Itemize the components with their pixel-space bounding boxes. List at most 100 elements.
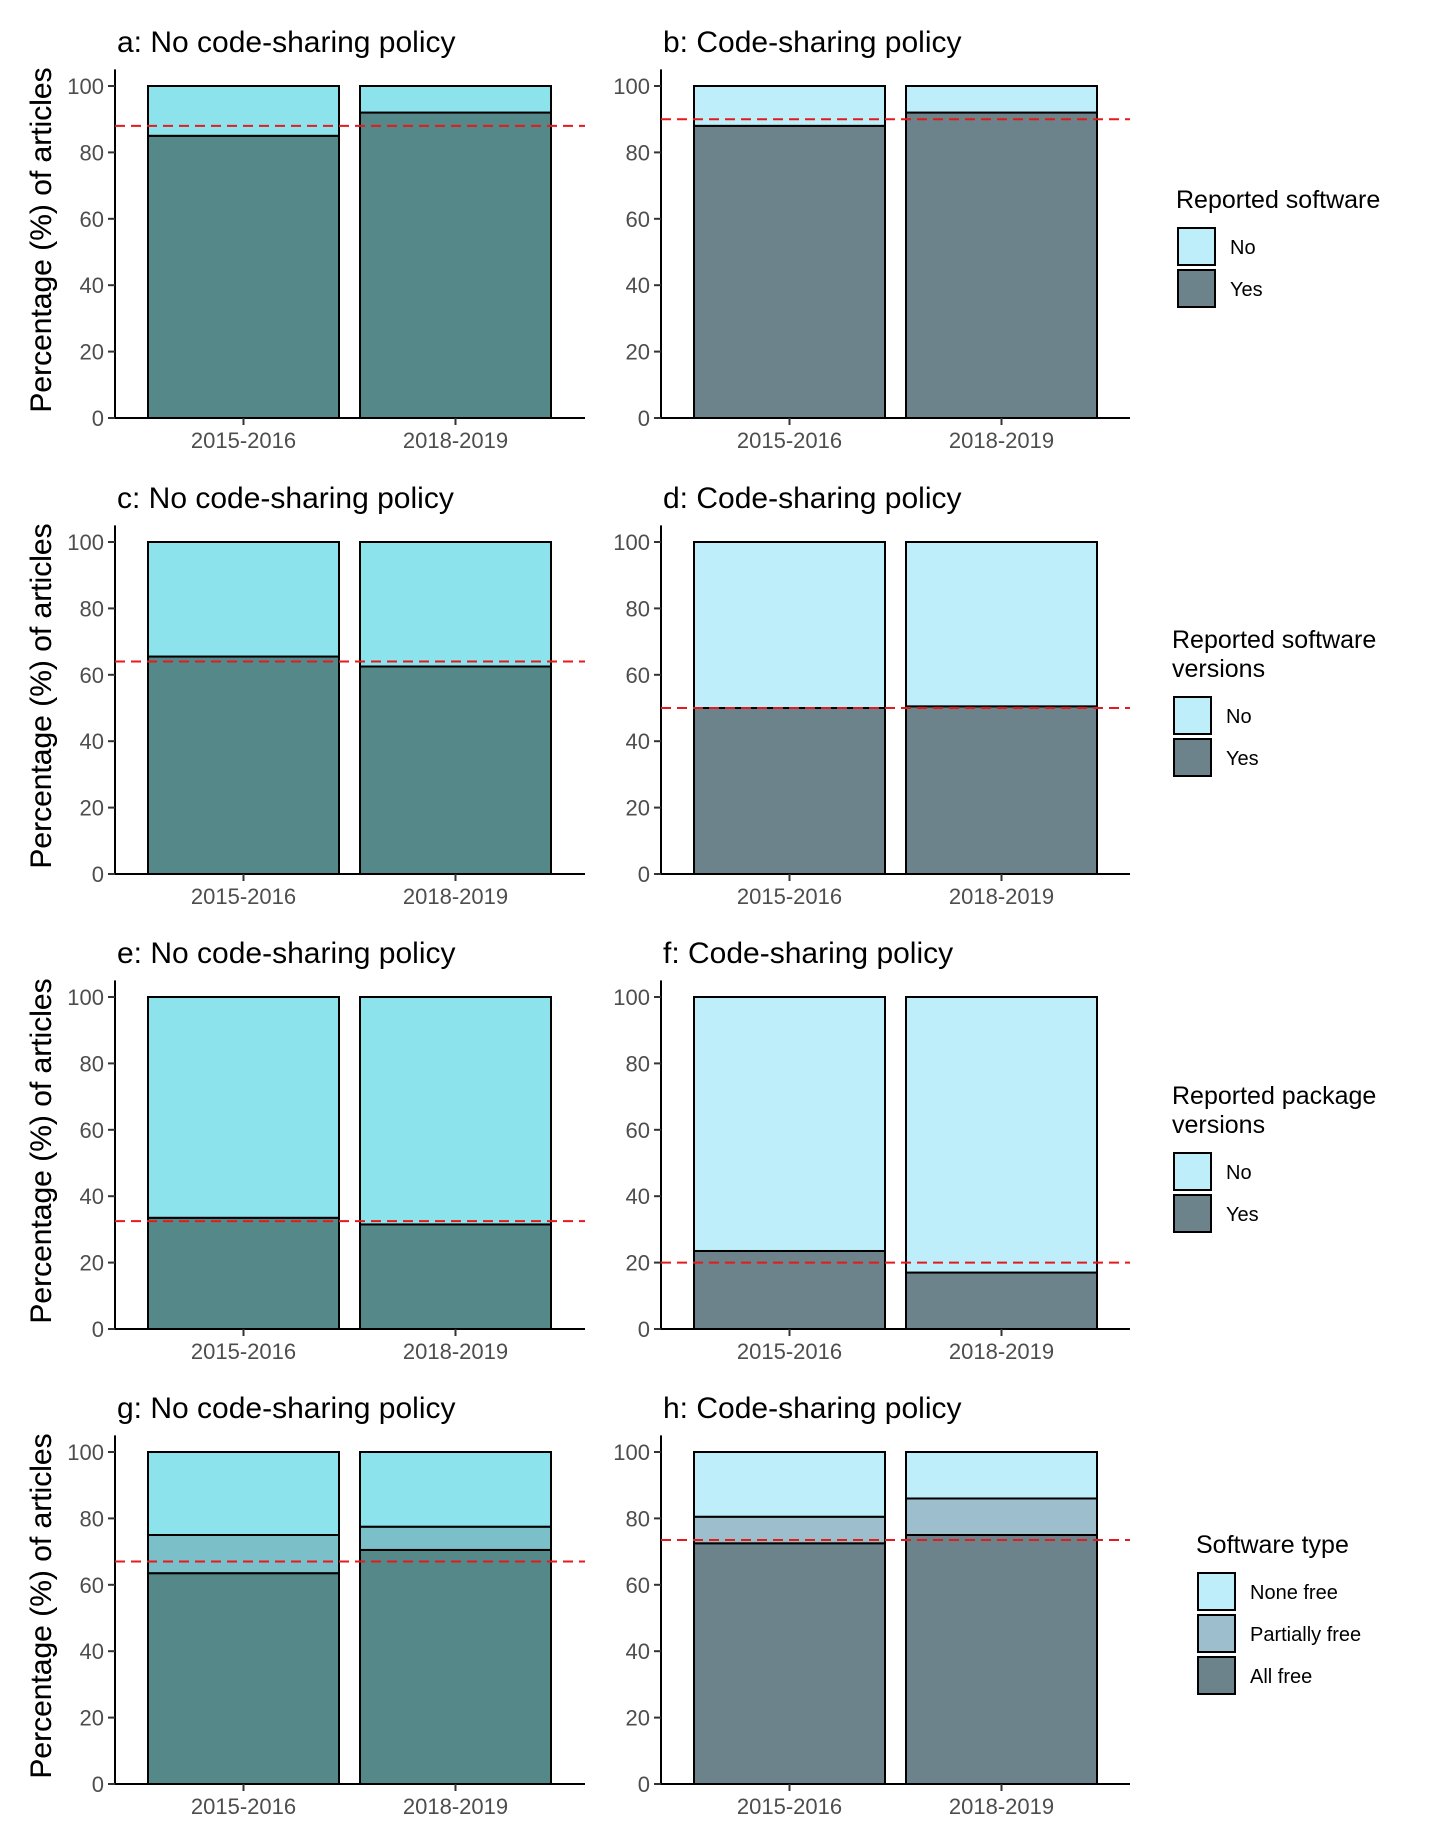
bar-segment-no-2018-2019 <box>359 85 552 114</box>
legend-title: versions <box>1172 1111 1265 1139</box>
panel-title: d: Code-sharing policy <box>663 482 962 515</box>
y-axis-label: Percentage (%) of articles <box>25 1433 58 1778</box>
y-tick-label: 0 <box>92 862 104 887</box>
bar-segment-no-2015-2016 <box>147 541 340 658</box>
y-tick-label: 20 <box>626 1251 650 1276</box>
panel-h: h: Code-sharing policy Percentage (%) of … <box>25 1392 1130 1819</box>
legend-label: Yes <box>1226 1204 1259 1226</box>
y-tick-label: 60 <box>626 1118 650 1143</box>
bar-segment-none-free-2018-2019 <box>359 1451 552 1528</box>
legend-title: Software type <box>1196 1531 1349 1559</box>
x-tick-label: 2015-2016 <box>737 1339 842 1364</box>
legend-4: Software type None free Partially free All … <box>1196 1531 1361 1695</box>
bar-segment-all-free-2015-2016 <box>693 1542 886 1786</box>
x-tick-label: 2018-2019 <box>403 428 508 453</box>
panel-d: d: Code-sharing policy Percentage (%) of … <box>25 482 1130 909</box>
x-tick-label: 2018-2019 <box>949 884 1054 909</box>
legend-key <box>1173 696 1212 735</box>
y-tick-label: 0 <box>638 406 650 431</box>
y-tick-label: 60 <box>80 207 104 232</box>
y-tick-label: 20 <box>80 340 104 365</box>
panel-a: a: No code-sharing policy Percentage (%) … <box>25 26 585 453</box>
y-tick-label: 60 <box>80 1573 104 1598</box>
bar-segment-yes-2015-2016 <box>693 707 886 875</box>
bar-segment-none-free-2015-2016 <box>693 1451 886 1518</box>
y-tick-label: 20 <box>626 1706 650 1731</box>
y-tick-label: 40 <box>80 1639 104 1664</box>
y-tick-label: 80 <box>626 596 650 621</box>
x-tick-label: 2015-2016 <box>737 884 842 909</box>
bar-segment-no-2015-2016 <box>693 996 886 1252</box>
y-tick-label: 20 <box>626 340 650 365</box>
y-tick-label: 60 <box>626 663 650 688</box>
y-tick-label: 40 <box>626 273 650 298</box>
bar-segment-partially-free-2018-2019 <box>359 1525 552 1551</box>
legend-label: No <box>1226 706 1252 728</box>
x-tick-label: 2018-2019 <box>949 1339 1054 1364</box>
bar-segment-no-2015-2016 <box>147 85 340 137</box>
y-tick-label: 60 <box>626 1573 650 1598</box>
x-tick-label: 2018-2019 <box>949 428 1054 453</box>
y-tick-label: 0 <box>638 862 650 887</box>
y-tick-label: 100 <box>67 985 104 1010</box>
panel-title: e: No code-sharing policy <box>117 937 456 970</box>
legend-key <box>1177 227 1216 266</box>
y-tick-label: 40 <box>626 1639 650 1664</box>
bar-segment-yes-2015-2016 <box>147 655 340 875</box>
y-tick-label: 60 <box>80 663 104 688</box>
y-tick-label: 100 <box>613 74 650 99</box>
y-axis-label: Percentage (%) of articles <box>25 523 58 868</box>
bar-segment-yes-2018-2019 <box>905 705 1098 876</box>
panel-title: c: No code-sharing policy <box>117 482 454 515</box>
y-axis-label: Percentage (%) of articles <box>25 67 58 412</box>
y-tick-label: 0 <box>92 1772 104 1797</box>
bar-segment-no-2018-2019 <box>905 85 1098 114</box>
bar-segment-yes-2015-2016 <box>147 134 340 420</box>
panel-title: h: Code-sharing policy <box>663 1392 962 1425</box>
y-tick-label: 80 <box>626 1506 650 1531</box>
y-tick-label: 20 <box>80 796 104 821</box>
x-tick-label: 2015-2016 <box>191 884 296 909</box>
bar-segment-yes-2015-2016 <box>693 124 886 419</box>
bar-segment-none-free-2015-2016 <box>147 1451 340 1536</box>
x-tick-label: 2015-2016 <box>737 1794 842 1819</box>
x-tick-label: 2015-2016 <box>191 1794 296 1819</box>
x-tick-label: 2018-2019 <box>403 884 508 909</box>
bar-segment-partially-free-2015-2016 <box>693 1515 886 1545</box>
y-tick-label: 0 <box>92 1317 104 1342</box>
bar-segment-all-free-2018-2019 <box>905 1534 1098 1785</box>
panel-g: g: No code-sharing policy Percentage (%) … <box>25 1392 585 1819</box>
y-tick-label: 40 <box>626 729 650 754</box>
legend-title: Reported software <box>1176 186 1380 214</box>
y-tick-label: 80 <box>80 1051 104 1076</box>
y-tick-label: 100 <box>613 1440 650 1465</box>
y-tick-label: 0 <box>92 406 104 431</box>
bar-segment-partially-free-2015-2016 <box>147 1534 340 1575</box>
legend-title: Reported package <box>1172 1082 1376 1110</box>
bar-segment-all-free-2015-2016 <box>147 1572 340 1786</box>
y-tick-label: 0 <box>638 1317 650 1342</box>
y-tick-label: 40 <box>80 729 104 754</box>
y-tick-label: 20 <box>626 796 650 821</box>
y-axis-label: Percentage (%) of articles <box>25 523 58 868</box>
y-tick-label: 80 <box>80 140 104 165</box>
legend-label: No <box>1226 1162 1252 1184</box>
y-axis-label: Percentage (%) of articles <box>25 978 58 1323</box>
bar-segment-all-free-2018-2019 <box>359 1548 552 1785</box>
legend-1: Reported software No Yes <box>1176 186 1380 308</box>
y-tick-label: 100 <box>67 530 104 555</box>
y-tick-label: 100 <box>67 74 104 99</box>
y-axis-label: Percentage (%) of articles <box>25 67 58 412</box>
legend-key <box>1177 269 1216 308</box>
bar-segment-yes-2018-2019 <box>359 1223 552 1331</box>
y-tick-label: 20 <box>80 1706 104 1731</box>
y-tick-label: 80 <box>80 596 104 621</box>
x-tick-label: 2018-2019 <box>403 1339 508 1364</box>
y-tick-label: 80 <box>626 140 650 165</box>
legend-label: None free <box>1250 1582 1338 1604</box>
panel-c: c: No code-sharing policy Percentage (%) … <box>25 482 585 909</box>
legend-label: All free <box>1250 1666 1312 1688</box>
y-tick-label: 80 <box>626 1051 650 1076</box>
